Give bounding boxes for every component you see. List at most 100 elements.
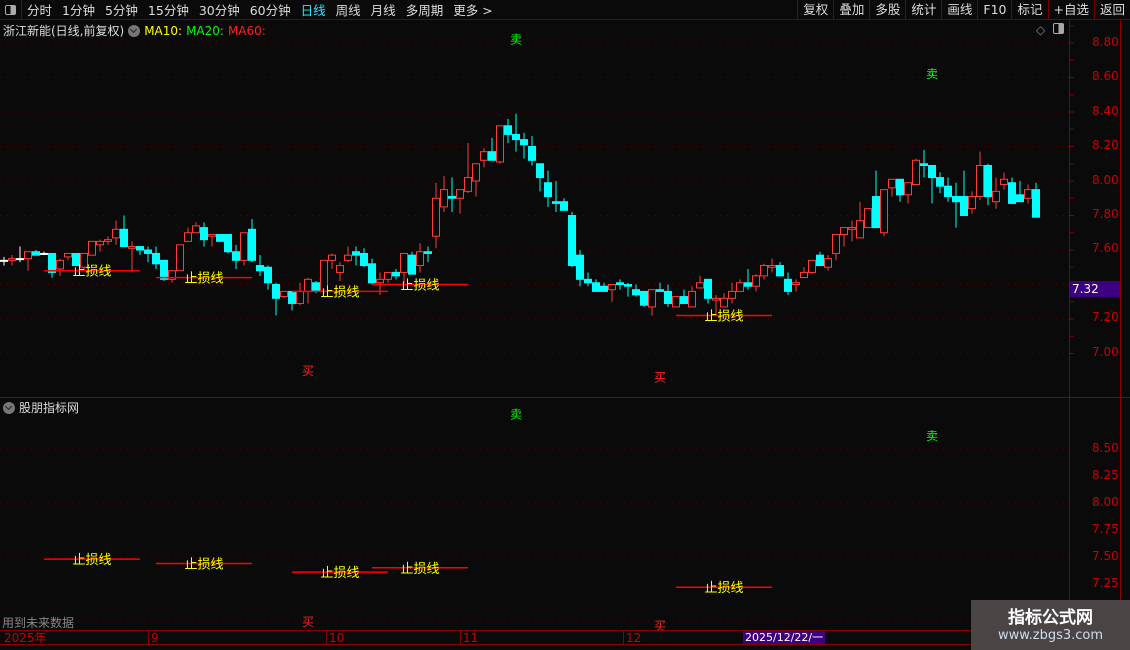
period-tab[interactable]: 月线 [370,3,396,18]
toolbar-button[interactable]: 返回 [1093,0,1130,20]
candle-body [584,278,592,284]
candle-body [672,296,680,308]
toolbar-button[interactable]: F10 [977,0,1011,20]
candle-body [440,189,448,208]
candle-body [648,289,656,308]
candle-body [448,196,456,199]
candle-body [200,227,208,241]
candle-body [40,252,48,255]
period-tab[interactable]: 5分钟 [104,3,138,18]
candle-body [472,163,480,182]
candle-body [736,282,744,292]
candle-body [104,239,112,242]
candle-body [288,290,296,304]
period-tab[interactable]: 分时 [27,3,53,18]
side-panel-divider [1120,20,1121,630]
price-axis-label: 8.00 [1092,173,1119,187]
candle-body [824,258,832,268]
toolbar-button[interactable]: 统计 [905,0,941,20]
candle-body [336,265,344,273]
axis-divider [1069,20,1070,630]
period-tab[interactable]: 30分钟 [198,3,240,18]
candle-body [528,146,536,161]
toolbar-button[interactable]: 叠加 [833,0,869,20]
period-tab[interactable]: 周线 [335,3,361,18]
candle-body [840,227,848,235]
toolbar-button[interactable]: 画线 [941,0,977,20]
chevron-down-icon[interactable] [128,24,141,37]
candle-body [304,278,312,292]
candle-body [888,178,896,189]
period-tab[interactable]: 日线 [300,3,326,18]
period-tab[interactable]: 多周期 [405,3,444,18]
stop-loss-label: 止损线 [400,279,439,294]
candle-body [1024,189,1032,199]
candle-body [248,228,256,261]
stop-loss-label: 止损线 [320,566,359,581]
candle-body [832,233,840,254]
candle-body [760,265,768,277]
candle-body [600,285,608,292]
candle-body [504,125,512,135]
candle-body [424,251,432,254]
chevron-down-icon[interactable] [3,401,15,414]
candle-body [400,252,408,273]
time-axis[interactable]: 2025年 9 10 11 12 [0,630,1130,645]
candle-body [720,297,728,308]
candle-body [1008,182,1016,204]
panel-icon[interactable] [1053,23,1064,34]
period-tab[interactable]: 15分钟 [147,3,189,18]
candle-body [568,215,576,267]
price-axis-label: 7.00 [1092,345,1119,359]
candle-body [496,125,504,163]
ma10-label: MA10: [144,23,183,38]
candle-body [384,271,392,280]
toolbar-button[interactable]: 复权 [797,0,833,20]
candle-body [968,196,976,210]
candle-body [232,251,240,261]
period-tab[interactable]: 60分钟 [249,3,291,18]
candle-body [272,284,280,299]
candle-body [1000,178,1008,185]
candle-body [848,227,856,230]
indicator-header: 股朋指标网 [3,399,79,416]
candle-body [704,278,712,299]
candle-body [544,182,552,198]
price-axis-label: 8.60 [1092,69,1119,83]
toolbar-button[interactable]: +自选 [1047,0,1094,20]
candle-body [208,233,216,237]
indicator-axis-label: 7.75 [1092,522,1119,536]
candle-body [896,178,904,196]
candle-body [184,232,192,242]
candle-body [56,259,64,270]
candle-body [376,278,384,284]
candle-body [960,196,968,216]
candle-body [144,249,152,254]
candle-body [432,197,440,237]
period-tab[interactable]: 更多 > [453,3,493,18]
stop-loss-label: 止损线 [400,562,439,577]
candle-body [904,182,912,196]
candle-body [880,189,888,234]
candle-body [112,228,120,239]
price-axis-label: 7.20 [1092,310,1119,324]
time-label: 10 [326,631,344,645]
candle-body [360,252,368,267]
panel-toggle-button[interactable] [0,0,22,20]
panel-divider[interactable] [0,397,1130,398]
toolbar-button[interactable]: 标记 [1011,0,1047,20]
candle-body [512,133,520,141]
candle-body [392,271,400,277]
indicator-axis-label: 8.00 [1092,495,1119,509]
buy-signal: 买 [302,615,314,629]
candle-body [160,259,168,280]
candle-body [456,189,464,199]
chart-legend: 浙江新能(日线,前复权) MA10: MA20: MA60: [3,22,266,39]
toolbar-button[interactable]: 多股 [869,0,905,20]
candle-body [768,265,776,268]
period-tab[interactable]: 1分钟 [62,3,95,18]
watermark-url: www.zbgs3.com [997,628,1104,643]
diamond-icon[interactable]: ◇ [1036,23,1046,37]
candle-body [752,275,760,287]
